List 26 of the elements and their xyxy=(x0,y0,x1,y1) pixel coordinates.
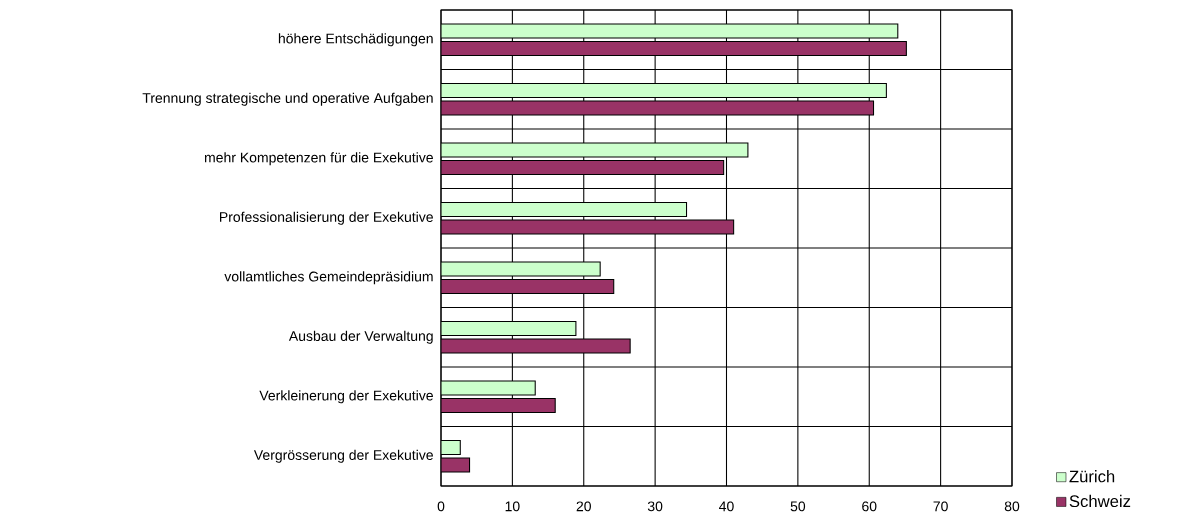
x-tick-label: 20 xyxy=(576,501,591,512)
bar xyxy=(441,83,887,99)
bar xyxy=(441,278,615,294)
y-tick-label: Trennung strategische und operative Aufgaben xyxy=(142,92,433,106)
y-tick-label: vollamtliches Gemeindepräsidium xyxy=(224,271,433,285)
x-tick-label: 50 xyxy=(790,501,806,512)
bar xyxy=(441,397,556,413)
x-tick-label: 40 xyxy=(719,501,734,512)
bar xyxy=(441,321,577,337)
bar xyxy=(441,202,688,218)
x-tick-label: 80 xyxy=(1004,501,1020,512)
legend-label: Schweiz xyxy=(1069,494,1131,508)
legend-label: Zürich xyxy=(1069,470,1115,483)
y-tick-label: Ausbau der Verwaltung xyxy=(288,330,433,344)
x-tick-label: 10 xyxy=(505,501,520,512)
y-tick-label: höhere Entschädigungen xyxy=(278,33,433,47)
y-tick-label: mehr Kompetenzen für die Exekutive xyxy=(204,152,433,166)
y-tick-label: Verkleinerung der Exekutive xyxy=(259,390,433,404)
bar xyxy=(441,159,725,175)
x-tick-label: 0 xyxy=(437,501,445,512)
x-tick-label: 30 xyxy=(647,501,663,512)
y-tick-label: Professionalisierung der Exekutive xyxy=(220,211,433,225)
bar xyxy=(441,40,907,56)
y-tick-label: Vergrösserung der Exekutive xyxy=(253,449,433,463)
x-tick-label: 70 xyxy=(933,501,948,512)
x-tick-label: 60 xyxy=(862,501,877,512)
